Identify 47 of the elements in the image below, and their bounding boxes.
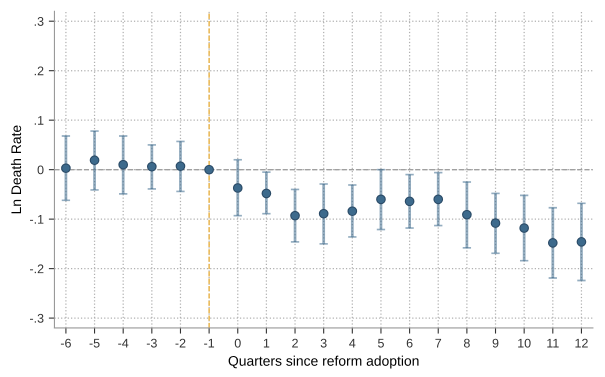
x-tick-label: -6 (60, 338, 71, 348)
point (433, 194, 444, 204)
y-tick-label: .2 (34, 66, 44, 76)
x-tick-label: 6 (406, 338, 413, 348)
point (462, 210, 472, 220)
x-tick-label: -2 (175, 338, 186, 348)
x-tick-label: 10 (518, 338, 531, 348)
x-tick-label: 8 (464, 338, 470, 348)
x-tick-label: 4 (349, 338, 356, 348)
y-tick-label: -.2 (30, 264, 44, 274)
x-tick-label: 11 (547, 338, 559, 348)
y-tick-label: -.1 (30, 215, 44, 224)
x-tick-label: 3 (320, 338, 327, 348)
x-tick-label: -4 (118, 338, 128, 348)
point (519, 223, 529, 233)
x-tick-label: 1 (264, 338, 270, 348)
point (347, 206, 358, 216)
point (404, 196, 414, 206)
y-axis-title: Ln Death Rate (10, 125, 22, 214)
y-tick-label: .1 (34, 116, 44, 125)
point (232, 183, 243, 193)
x-tick-label: 0 (234, 338, 241, 348)
point (262, 188, 272, 198)
point (376, 194, 386, 204)
x-tick-label: 12 (575, 338, 588, 348)
x-tick-label: 5 (378, 338, 384, 348)
point (548, 238, 558, 248)
point (318, 208, 329, 219)
point (576, 237, 586, 247)
x-tick-label: -1 (204, 338, 214, 348)
x-tick-label: 7 (435, 338, 442, 348)
x-tick-label: -5 (90, 338, 100, 348)
x-tick-label: 2 (292, 338, 298, 348)
point (90, 155, 100, 166)
y-tick-label: -.3 (30, 314, 44, 323)
y-tick-label: .3 (34, 17, 44, 26)
x-axis-title: Quarters since reform adoption (228, 356, 419, 369)
point (290, 210, 300, 221)
point (176, 161, 186, 172)
point (204, 164, 214, 174)
point (61, 163, 71, 173)
y-tick-label: 0 (38, 165, 44, 174)
x-tick-label: -3 (146, 338, 157, 348)
point (118, 160, 128, 170)
x-tick-label: 9 (492, 338, 498, 348)
point (146, 162, 157, 172)
point (490, 218, 500, 228)
